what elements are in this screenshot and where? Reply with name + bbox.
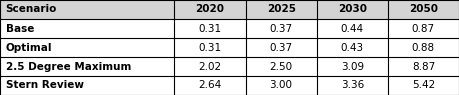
- Bar: [317, 38, 388, 57]
- Bar: [246, 57, 317, 76]
- Bar: [317, 76, 388, 95]
- Text: Stern Review: Stern Review: [6, 80, 84, 91]
- Bar: [0, 76, 174, 95]
- Bar: [174, 19, 246, 38]
- Text: 3.36: 3.36: [341, 80, 364, 91]
- Text: Base: Base: [6, 23, 34, 34]
- Text: 2.50: 2.50: [269, 61, 293, 72]
- Text: 2.02: 2.02: [198, 61, 222, 72]
- Bar: [388, 0, 459, 19]
- Bar: [388, 38, 459, 57]
- Text: Scenario: Scenario: [6, 4, 57, 15]
- Text: 0.43: 0.43: [341, 42, 364, 53]
- Text: 0.37: 0.37: [269, 42, 293, 53]
- Text: 2020: 2020: [196, 4, 224, 15]
- Bar: [0, 0, 174, 19]
- Bar: [246, 76, 317, 95]
- Bar: [174, 57, 246, 76]
- Text: 0.88: 0.88: [412, 42, 435, 53]
- Text: Optimal: Optimal: [6, 42, 52, 53]
- Bar: [317, 0, 388, 19]
- Text: 2050: 2050: [409, 4, 438, 15]
- Bar: [317, 19, 388, 38]
- Text: 3.09: 3.09: [341, 61, 364, 72]
- Bar: [174, 76, 246, 95]
- Text: 3.00: 3.00: [269, 80, 293, 91]
- Bar: [388, 57, 459, 76]
- Text: 2.64: 2.64: [198, 80, 222, 91]
- Text: 0.31: 0.31: [198, 42, 222, 53]
- Text: 2025: 2025: [267, 4, 296, 15]
- Bar: [0, 38, 174, 57]
- Bar: [246, 19, 317, 38]
- Bar: [0, 19, 174, 38]
- Text: 0.87: 0.87: [412, 23, 435, 34]
- Bar: [174, 0, 246, 19]
- Text: 2.5 Degree Maximum: 2.5 Degree Maximum: [6, 61, 131, 72]
- Text: 0.31: 0.31: [198, 23, 222, 34]
- Text: 5.42: 5.42: [412, 80, 435, 91]
- Bar: [317, 57, 388, 76]
- Bar: [246, 0, 317, 19]
- Bar: [388, 19, 459, 38]
- Text: 0.44: 0.44: [341, 23, 364, 34]
- Bar: [174, 38, 246, 57]
- Bar: [388, 76, 459, 95]
- Bar: [246, 38, 317, 57]
- Bar: [0, 57, 174, 76]
- Text: 0.37: 0.37: [269, 23, 293, 34]
- Text: 8.87: 8.87: [412, 61, 435, 72]
- Text: 2030: 2030: [338, 4, 367, 15]
